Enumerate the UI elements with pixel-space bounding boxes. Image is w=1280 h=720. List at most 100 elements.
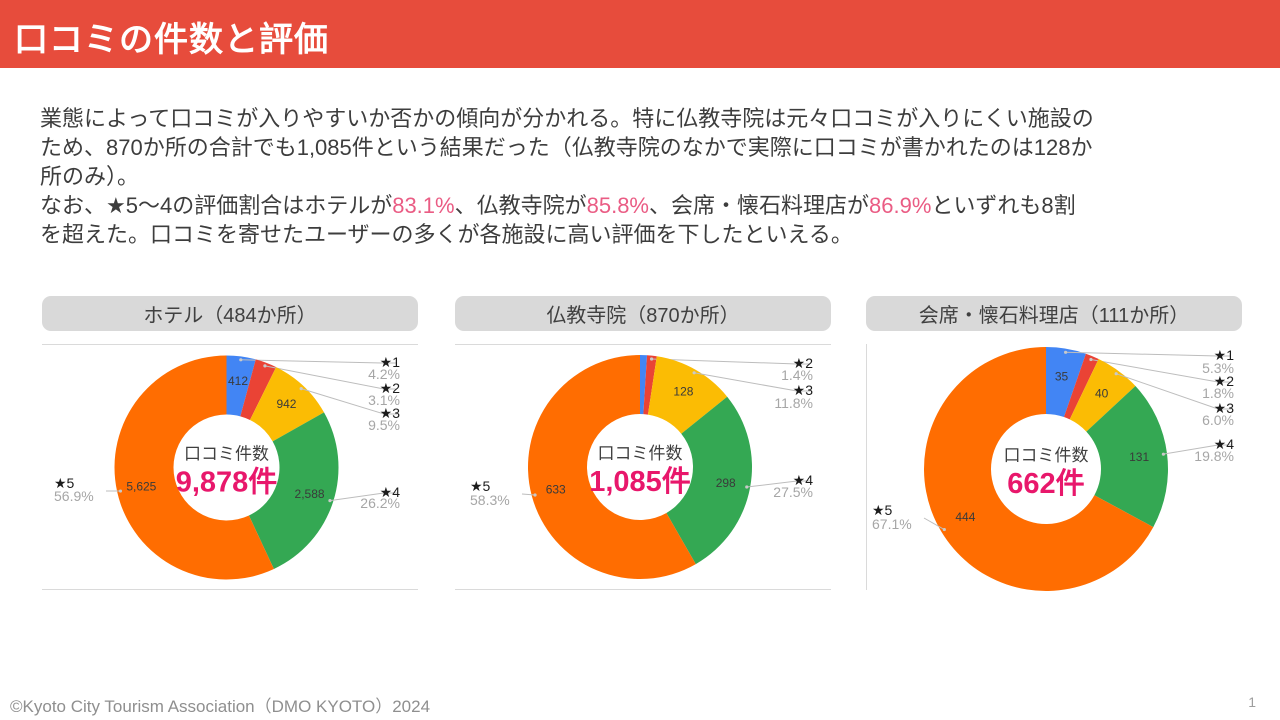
page-title: 口コミの件数と評価 (14, 21, 329, 59)
donut-slice-★4 (248, 412, 339, 569)
chart-title-temple: 仏教寺院（870か所） (455, 296, 831, 331)
leader-dot (1161, 452, 1166, 456)
leader-line (240, 359, 397, 364)
leader-line (301, 388, 397, 415)
intro-text: 、仏教寺院が (454, 193, 587, 218)
slice-pct-label: 3.1% (368, 392, 400, 408)
highlight-percentage: 86.9% (869, 193, 932, 218)
header-bar: 口コミの件数と評価 (0, 0, 1280, 68)
slice-star-label: ★4 (793, 472, 814, 488)
slice-pct-label: 67.1% (872, 516, 912, 532)
leader-line (651, 358, 810, 365)
slice-pct-label: 9.5% (368, 417, 400, 433)
donut-slice-★2 (1063, 353, 1099, 420)
slice-pct-label: 1.4% (781, 367, 813, 383)
donut-slice-★2 (643, 355, 657, 415)
intro-text: を超えた。口コミを寄せたユーザーの多くが各施設に高い評価を下したといえる。 (40, 222, 853, 247)
slice-star-label: ★1 (380, 354, 401, 370)
slice-value-label: 40 (1095, 386, 1109, 400)
slice-pct-label: 27.5% (773, 484, 813, 500)
slice-pct-label: 56.9% (54, 488, 94, 504)
donut-slice-★3 (249, 367, 325, 442)
leader-dot (745, 485, 749, 489)
donut-slice-★5 (114, 355, 274, 580)
slice-pct-label: 26.2% (360, 495, 400, 511)
slice-value-label: 2,588 (295, 487, 325, 501)
leader-dot (649, 357, 654, 361)
intro-text: なお、★5～4の評価割合はホテルが (40, 193, 393, 218)
chart-title-hotel: ホテル（484か所） (42, 296, 418, 331)
slice-star-label: ★4 (380, 484, 401, 500)
slice-star-label: ★3 (1214, 400, 1235, 416)
slice-value-label: 131 (1129, 450, 1149, 464)
slice-pct-label: 58.3% (470, 492, 510, 508)
donut-center-label: 口コミ件数 (1004, 446, 1089, 465)
leader-dot (299, 386, 303, 391)
chart-area-temple: ★2 1.4% 128 ★3 11.8% 298 ★4 27.5% 633 ★5 58.3% 口コミ件… (455, 344, 831, 594)
chart-area-kaiseki: 35 ★1 5.3% ★2 1.8% 40 ★3 6.0% 131 ★4 19.8% 444 ★5 67.… (866, 344, 1242, 594)
slice-pct-label: 1.8% (1202, 385, 1234, 401)
chart-area-hotel: 412 ★1 4.2% ★2 3.1% 942 ★3 9.5% 2,588 ★4 26.2% 5,62… (42, 344, 418, 594)
donut-center-value: 9,878件 (176, 466, 278, 499)
donut-center-value: 1,085件 (589, 465, 691, 498)
slice-value-label: 5,625 (126, 479, 156, 493)
leader-dot (942, 527, 946, 532)
donut-slice-★3 (1069, 358, 1136, 432)
donut-center-label: 口コミ件数 (184, 445, 269, 464)
leader-line (1163, 444, 1231, 455)
leader-dot (328, 499, 332, 503)
slice-pct-label: 11.8% (774, 395, 813, 411)
donut-slice-★1 (1046, 347, 1086, 418)
donut-slice-★4 (1086, 386, 1168, 528)
leader-line (264, 365, 397, 390)
intro-paragraph: 業態によって口コミが入りやすいか否かの傾向が分かれる。特に仏教寺院は元々口コミが… (40, 104, 1250, 249)
chart-title-kaiseki: 会席・懐石料理店（111か所） (866, 296, 1242, 331)
chart-card-temple: 仏教寺院（870か所） ★2 1.4% 128 ★3 11.8% 298 ★4 27.5% 63… (455, 296, 831, 594)
intro-line: 所のみ）。 (40, 162, 1250, 191)
highlight-percentage: 83.1% (392, 193, 455, 218)
leader-line (694, 372, 810, 392)
slice-value-label: 35 (1055, 369, 1069, 383)
page-number: 1 (1248, 694, 1256, 710)
donut-center-value: 662件 (1007, 467, 1084, 500)
intro-line: ため、870か所の合計でも1,085件という結果だった（仏教寺院のなかで実際に口… (40, 133, 1250, 162)
slice-value-label: 128 (673, 384, 693, 398)
leader-line (746, 480, 810, 488)
donut-chart: 35 ★15.3%★21.8% 40 ★36.0% 131 ★419.8% 444 ★567.… (866, 344, 1235, 591)
leader-line (1090, 359, 1231, 383)
intro-text: 業態によって口コミが入りやすいか否かの傾向が分かれる。特に仏教寺院は元々口コミが… (40, 106, 1094, 131)
intro-text: 、会席・懐石料理店が (649, 193, 870, 218)
donut-chart: ★21.4% 128 ★311.8% 298 ★427.5% 633 ★558.3% 口コミ件… (455, 344, 831, 590)
leader-line (329, 492, 397, 502)
donut-slice-★1 (640, 355, 648, 415)
intro-line: なお、★5～4の評価割合はホテルが83.1%、仏教寺院が85.8%、会席・懐石料… (40, 191, 1250, 220)
slice-pct-label: 5.3% (1202, 360, 1234, 376)
slice-value-label: 412 (228, 374, 248, 388)
slice-value-label: 942 (276, 397, 296, 411)
leader-dot (263, 364, 267, 368)
leader-line (923, 517, 945, 530)
slice-star-label: ★2 (380, 380, 401, 396)
intro-line: を超えた。口コミを寄せたユーザーの多くが各施設に高い評価を下したといえる。 (40, 220, 1250, 249)
footer-copyright: ©Kyoto City Tourism Association（DMO KYOT… (10, 697, 431, 716)
donut-slice-★4 (666, 396, 752, 565)
leader-dot (1064, 350, 1068, 354)
slice-value-label: 298 (716, 476, 736, 490)
donut-chart: 412 ★14.2%★23.1% 942 ★39.5% 2,588 ★426.2% 5,62… (42, 344, 418, 590)
donut-center-label: 口コミ件数 (598, 444, 683, 463)
donut-slice-★3 (647, 356, 728, 434)
donut-slice-★2 (240, 359, 277, 420)
slice-value-label: 633 (546, 482, 566, 496)
slice-pct-label: 6.0% (1202, 412, 1234, 428)
chart-card-kaiseki: 会席・懐石料理店（111か所） 35 ★1 5.3% ★2 1.8% 40 ★3 6.0% 13… (866, 296, 1242, 594)
intro-line: 業態によって口コミが入りやすいか否かの傾向が分かれる。特に仏教寺院は元々口コミが… (40, 104, 1250, 133)
slice-value-label: 444 (955, 510, 975, 524)
donut-slice-★5 (528, 355, 696, 579)
slice-pct-label: 19.8% (1194, 448, 1234, 464)
leader-dot (533, 493, 537, 497)
leader-dot (239, 358, 243, 362)
slice-pct-label: 4.2% (368, 366, 400, 382)
slice-star-label: ★5 (54, 475, 75, 491)
leader-line (1115, 373, 1231, 410)
